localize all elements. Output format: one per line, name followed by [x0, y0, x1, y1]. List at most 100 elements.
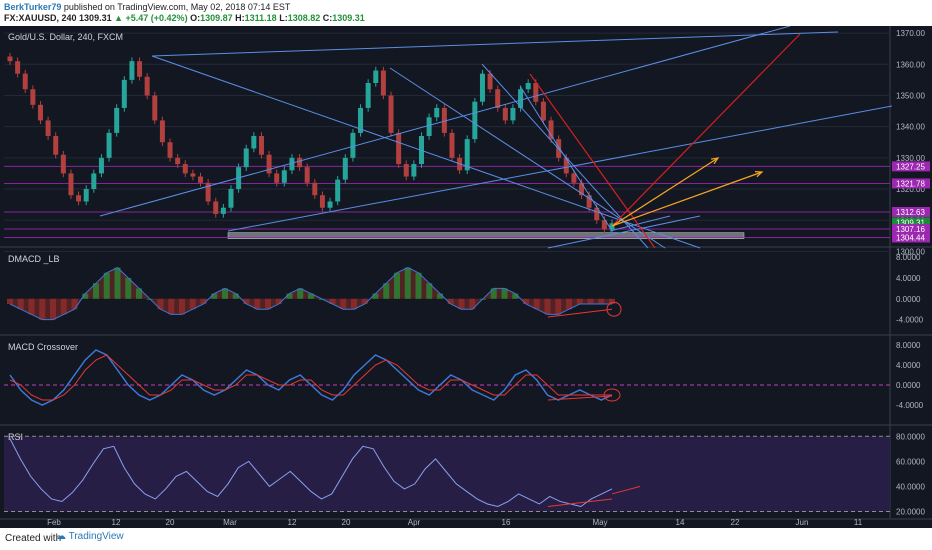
dmacd-bar — [189, 298, 196, 310]
chart-title: Gold/U.S. Dollar, 240, FXCM — [8, 32, 123, 42]
rsi-divergence-line — [547, 498, 613, 507]
candle-body — [518, 89, 524, 108]
candle-body — [579, 182, 585, 196]
orange-arrow-line — [611, 171, 763, 227]
time-tick-label: Feb — [47, 518, 61, 527]
candle-body — [350, 132, 356, 158]
candle-body — [426, 117, 432, 136]
dmacd-divergence-line — [547, 308, 613, 318]
candle-body — [213, 201, 219, 214]
brand-name: TradingView — [68, 531, 124, 542]
dmacd-bar — [265, 298, 271, 310]
dmacd-bar — [447, 298, 454, 304]
candle-body — [479, 73, 485, 102]
tradingview-logo[interactable]: ☁ TradingView — [56, 531, 124, 542]
dmacd-bar — [533, 298, 540, 310]
time-tick-label: Apr — [408, 518, 421, 527]
author-link[interactable]: BerkTurker79 — [4, 2, 62, 12]
time-tick-label: 12 — [112, 518, 121, 527]
candle-body — [449, 132, 455, 158]
rsi-tick-label: 40.0000 — [896, 482, 925, 491]
level-marker-box — [892, 224, 930, 235]
candle-body — [601, 220, 607, 230]
dmacd-bar — [544, 298, 551, 315]
dmacd-tick-label: 8.0000 — [896, 253, 921, 262]
candle-body — [60, 154, 66, 174]
time-tick-label: Jun — [796, 518, 809, 527]
macd-tick-label: 8.0000 — [896, 341, 921, 350]
dmacd-bar — [598, 298, 605, 304]
candle-body — [251, 136, 257, 149]
candle-body — [510, 107, 516, 121]
dmacd-bar — [275, 298, 282, 304]
rsi-line — [9, 438, 613, 508]
candle-body — [609, 223, 615, 230]
dmacd-highlight-circle — [606, 301, 622, 317]
candle-body — [586, 195, 592, 208]
candle-body — [243, 148, 249, 168]
candle-body — [198, 176, 204, 183]
candle-body — [358, 107, 364, 133]
candle-body — [45, 120, 51, 136]
candle-body — [342, 157, 348, 180]
orange-arrow-line — [611, 157, 719, 227]
candle-body — [327, 201, 333, 208]
candle-body — [159, 120, 165, 143]
rsi-tick-label: 60.0000 — [896, 457, 925, 466]
trend-line — [99, 25, 791, 217]
dmacd-bar — [200, 298, 207, 304]
dmacd-bar — [437, 293, 443, 299]
chart-area[interactable]: 1370.00 1360.00 1350.00 1340.00 1330.00 1320.… — [0, 25, 932, 528]
dmacd-bar — [351, 298, 357, 310]
dmacd-tick-label: -4.0000 — [896, 316, 924, 325]
level-marker-label: 1312.63 — [896, 208, 925, 217]
dmacd-bar — [523, 298, 529, 304]
dmacd-bar — [17, 298, 24, 310]
price-tick-label: 1340.00 — [896, 123, 925, 132]
dmacd-bar — [340, 298, 347, 310]
time-tick-label: 16 — [502, 518, 511, 527]
candle-body — [472, 101, 478, 140]
candle-body — [190, 173, 196, 177]
macd-series-line — [9, 349, 613, 406]
dmacd-bar — [243, 298, 250, 304]
dmacd-bar — [490, 288, 497, 299]
symbol: FX:XAUUSD, 240 — [4, 13, 77, 23]
dmacd-bar — [501, 288, 508, 299]
dmacd-tick-label: 0.0000 — [896, 295, 921, 304]
candle-body — [502, 107, 508, 121]
pane-main — [0, 26, 890, 246]
rsi-band — [4, 436, 890, 512]
dmacd-bar — [329, 298, 336, 304]
dmacd-bar — [609, 298, 615, 304]
ohlc-o-label: O: — [190, 13, 201, 23]
trend-line — [609, 215, 671, 232]
candle-body — [91, 173, 97, 189]
dmacd-bar — [125, 278, 132, 299]
candle-body — [594, 207, 600, 221]
rsi-tick-label: 80.0000 — [896, 432, 925, 441]
chart-svg[interactable]: 1370.00 1360.00 1350.00 1340.00 1330.00 1320.… — [0, 25, 932, 528]
time-tick-label: May — [592, 518, 607, 527]
orange-arrow-head — [710, 157, 720, 165]
level-marker-label: 1304.44 — [896, 234, 925, 243]
symbol-line: FX:XAUUSD, 240 1309.31 ▲ +5.47 (+0.42%) … — [4, 13, 365, 23]
level-marker-box — [892, 232, 930, 243]
candle-body — [304, 167, 310, 183]
trend-line — [227, 105, 893, 232]
macd-series-line — [9, 354, 612, 401]
dmacd-bar — [179, 298, 185, 315]
dmacd-bar — [372, 293, 379, 299]
candle-body — [441, 107, 447, 133]
dmacd-bar — [576, 298, 583, 304]
candle-body — [495, 89, 501, 108]
dmacd-bar — [555, 298, 562, 315]
dmacd-bar — [168, 298, 175, 315]
candle-body — [76, 195, 82, 202]
trend-line — [519, 85, 613, 232]
candle-body — [30, 89, 36, 105]
candle-body — [289, 157, 295, 171]
header-bar: BerkTurker79 published on TradingView.co… — [0, 0, 932, 26]
dmacd-bar — [254, 298, 261, 310]
dmacd-bar — [93, 283, 99, 299]
